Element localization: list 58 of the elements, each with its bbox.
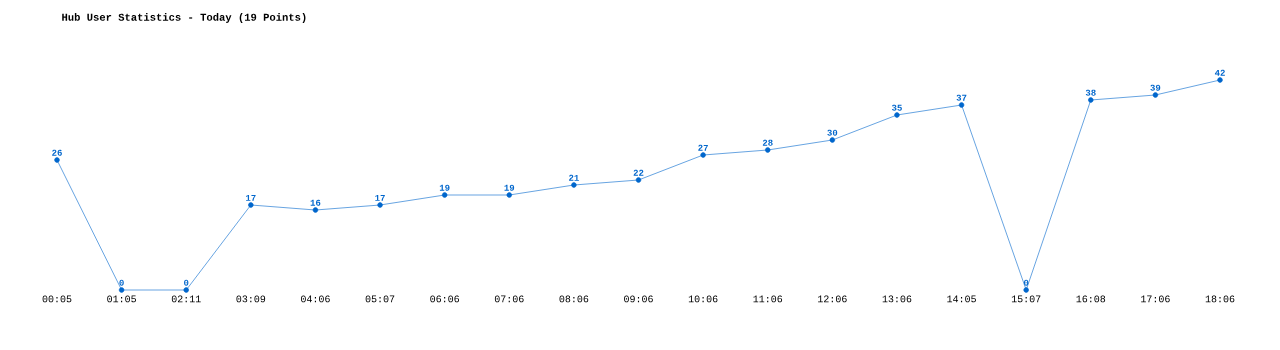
point — [765, 147, 771, 153]
point — [118, 287, 125, 293]
data-label: 26 — [52, 149, 62, 156]
x-tick-label: 16:08 — [1076, 295, 1106, 303]
data-label: 30 — [827, 129, 838, 136]
x-tick-label: 00:05 — [42, 295, 72, 303]
x-tick-label: 13:06 — [882, 295, 912, 303]
data-label: 0 — [184, 279, 189, 286]
point — [958, 102, 965, 108]
data-label: 21 — [569, 174, 579, 181]
x-tick-label: 01:05 — [107, 295, 136, 303]
point — [506, 192, 512, 198]
point — [700, 152, 706, 158]
data-label: 0 — [119, 279, 124, 286]
data-label: 42 — [1214, 69, 1225, 76]
point — [377, 202, 383, 208]
data-label: 37 — [956, 94, 967, 101]
x-tick-label: 10:06 — [688, 295, 718, 303]
data-label: 0 — [1023, 279, 1029, 286]
x-tick-label: 11:06 — [753, 295, 783, 303]
data-label: 27 — [698, 144, 708, 151]
data-label: 39 — [1150, 84, 1161, 91]
x-tick-label: 08:06 — [559, 295, 589, 303]
point — [248, 202, 254, 208]
data-label: 38 — [1085, 89, 1096, 96]
x-tick-label: 03:09 — [236, 295, 266, 303]
data-label: 22 — [633, 169, 644, 176]
point — [829, 137, 836, 143]
point — [183, 287, 189, 293]
data-label: 28 — [762, 139, 773, 146]
x-tick-label: 12:06 — [818, 295, 847, 303]
point — [441, 192, 448, 198]
point — [894, 112, 900, 118]
x-tick-label: 09:06 — [624, 295, 653, 303]
point — [1217, 77, 1223, 83]
point — [635, 177, 642, 183]
data-label: 16 — [310, 199, 321, 206]
data-label: 17 — [375, 194, 385, 201]
x-tick-label: 07:06 — [494, 295, 524, 303]
x-tick-label: 14:05 — [947, 295, 976, 303]
data-label: 35 — [891, 104, 902, 111]
chart-title: Hub User Statistics - Today (19 Points) — [62, 13, 306, 23]
x-tick-label: 15:07 — [1011, 295, 1041, 303]
point — [1088, 97, 1094, 103]
x-tick-label: 17:06 — [1141, 295, 1170, 303]
x-tick-label: 06:06 — [430, 295, 460, 303]
data-label: 19 — [504, 184, 515, 191]
point — [1023, 287, 1029, 293]
point — [312, 207, 319, 213]
point — [54, 157, 60, 163]
data-label: 17 — [246, 194, 256, 201]
x-tick-label: 05:07 — [365, 295, 395, 303]
point — [1152, 92, 1159, 98]
data-label: 19 — [439, 184, 450, 191]
x-tick-label: 02:11 — [171, 295, 201, 303]
point — [571, 182, 577, 188]
x-tick-label: 04:06 — [301, 295, 330, 303]
x-tick-label: 18:06 — [1205, 295, 1235, 303]
